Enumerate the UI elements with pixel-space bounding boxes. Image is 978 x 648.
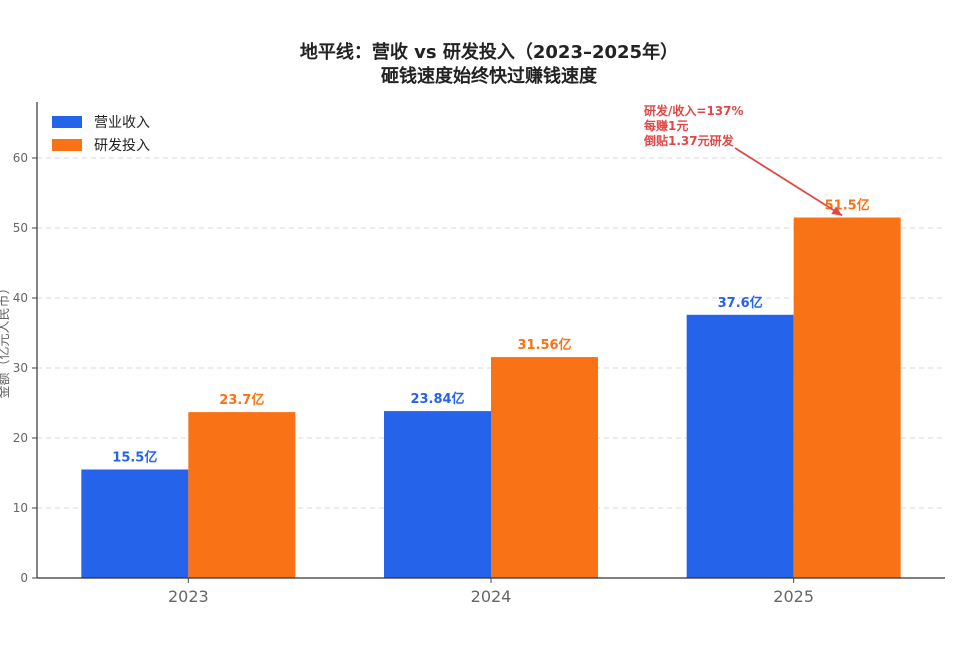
y-tick-label: 10 [13, 501, 28, 515]
annotation-line-1: 研发/收入=137% [644, 103, 744, 118]
x-axis-ticks: 2023 2024 2025 [168, 578, 814, 606]
y-tick-label: 0 [20, 571, 28, 585]
data-labels: 15.5亿 23.7亿 23.84亿 31.56亿 37.6亿 51.5亿 [112, 198, 869, 466]
annotation-arrow [734, 147, 843, 217]
y-tick-label: 30 [13, 361, 28, 375]
data-label: 15.5亿 [112, 450, 157, 466]
bar-2025-revenue [686, 314, 794, 578]
legend-swatch-rnd [52, 139, 82, 151]
legend-label-rnd: 研发投入 [94, 138, 150, 154]
annotation-line-3: 倒贴1.37元研发 [643, 133, 735, 148]
y-tick-label: 20 [13, 431, 28, 445]
data-label: 23.84亿 [410, 391, 464, 407]
bar-2024-rnd [491, 357, 598, 578]
y-tick-label: 60 [13, 151, 28, 165]
x-tick-label: 2023 [168, 587, 209, 606]
y-axis-ticks: 0 10 20 30 40 50 60 [13, 151, 37, 585]
bar-2024-revenue [384, 411, 491, 578]
annotation-line-2: 每赚1元 [644, 118, 688, 133]
bar-2023-rnd [188, 412, 296, 578]
annotation-arrowhead [831, 206, 843, 216]
data-label: 23.7亿 [219, 392, 264, 408]
y-tick-label: 40 [13, 291, 28, 305]
bar-2023-revenue [81, 469, 189, 578]
chart-subtitle: 砸钱速度始终快过赚钱速度 [381, 65, 598, 87]
legend-label-revenue: 营业收入 [94, 115, 150, 131]
y-axis-label: 金额（亿元人民币） [0, 281, 12, 398]
y-tick-label: 50 [13, 221, 28, 235]
bars [81, 217, 901, 578]
data-label: 31.56亿 [517, 337, 571, 353]
annotation: 研发/收入=137% 每赚1元 倒贴1.37元研发 [643, 103, 843, 217]
legend-swatch-revenue [52, 116, 82, 128]
bar-2025-rnd [793, 217, 901, 578]
data-label: 37.6亿 [718, 295, 763, 311]
data-label: 51.5亿 [825, 198, 870, 214]
chart-title: 地平线：营收 vs 研发投入（2023–2025年） [300, 41, 678, 63]
x-tick-label: 2024 [471, 587, 512, 606]
x-tick-label: 2025 [773, 587, 814, 606]
legend: 营业收入 研发投入 [52, 115, 150, 154]
